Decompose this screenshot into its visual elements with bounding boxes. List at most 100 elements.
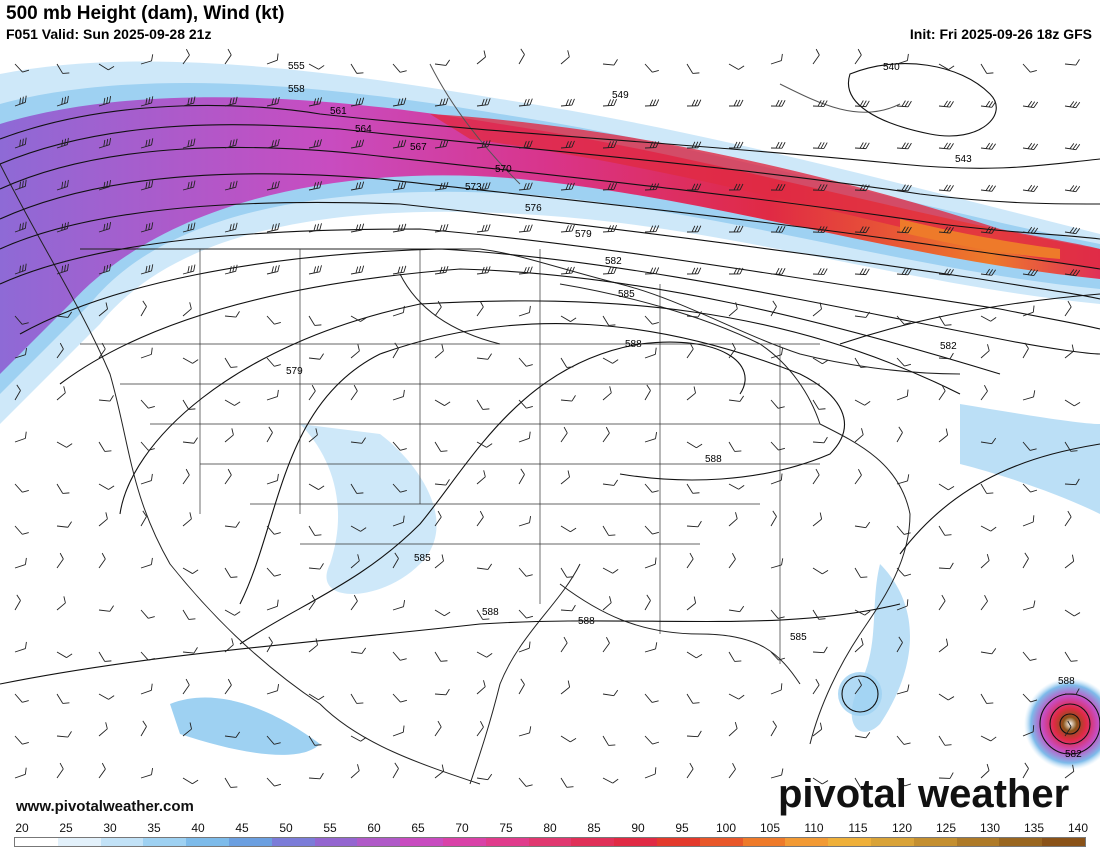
wind-barb <box>350 554 360 569</box>
wind-barb <box>350 97 365 107</box>
colorbar-tick-label: 75 <box>499 821 513 835</box>
wind-barb <box>350 315 367 322</box>
wind-barb <box>602 315 616 326</box>
wind-barb <box>602 596 612 611</box>
wind-barb <box>602 567 619 574</box>
wind-barb <box>350 594 358 611</box>
wind-barb <box>98 395 114 402</box>
wind-barb <box>1064 554 1075 569</box>
wind-barb <box>140 399 155 409</box>
wind-barb <box>14 315 29 325</box>
wind-barb <box>938 772 954 779</box>
wind-barb <box>224 567 238 578</box>
wind-barb <box>518 516 532 527</box>
wind-barb <box>728 225 744 233</box>
wind-barb <box>896 599 909 611</box>
colorbar-labels: 20 25 30 35 40 45 50 55 60 65 70 75 80 85 90 95 100 105 11… <box>0 820 1100 836</box>
wind-barb <box>266 735 281 745</box>
wind-barb <box>896 315 911 325</box>
wind-barb <box>392 725 405 737</box>
wind-barb <box>896 226 912 234</box>
colorbar-swatch <box>571 838 615 846</box>
wind-barb <box>98 302 108 317</box>
wind-barb <box>392 305 405 317</box>
contour-label: 561 <box>330 106 347 117</box>
wind-barb <box>182 138 196 149</box>
wind-barb <box>14 63 30 73</box>
wind-barb <box>602 140 618 149</box>
wind-barb <box>980 594 988 611</box>
wind-barb <box>560 266 575 275</box>
wind-barb <box>266 473 279 485</box>
wind-barb <box>770 473 783 485</box>
wind-barb <box>224 777 238 788</box>
wind-barb <box>854 732 871 739</box>
wind-barb <box>812 100 828 107</box>
wind-barb <box>686 552 694 569</box>
colorbar-swatch <box>100 838 144 846</box>
wind-barb <box>14 767 27 779</box>
wind-barb <box>266 525 281 535</box>
colorbar-swatch <box>956 838 1000 846</box>
wind-barb <box>980 525 997 532</box>
wind-barb <box>518 567 533 577</box>
colorbar-tick-label: 65 <box>411 821 425 835</box>
wind-barb <box>980 384 988 401</box>
wind-barb <box>728 512 738 527</box>
wind-barb <box>476 441 493 448</box>
website-link[interactable]: www.pivotalweather.com <box>16 798 194 815</box>
wind-barb <box>518 182 533 191</box>
wind-barb <box>770 609 785 619</box>
wind-barb <box>140 651 155 661</box>
wind-barb <box>1022 725 1035 737</box>
wind-barb <box>770 558 784 569</box>
geographic-boundaries <box>0 63 961 785</box>
wind-barb <box>686 99 702 107</box>
wind-barb <box>56 263 69 275</box>
wind-barb <box>56 311 73 318</box>
wind-barb <box>350 437 366 444</box>
colorbar-tick-label: 90 <box>631 821 645 835</box>
wind-barb <box>770 683 783 695</box>
wind-barb <box>1064 101 1081 109</box>
wind-barb <box>686 651 703 659</box>
wind-barb <box>476 510 484 527</box>
wind-barb <box>812 226 828 233</box>
contour-label: 576 <box>525 203 542 214</box>
wind-barb <box>980 315 997 322</box>
contour-label: 585 <box>790 632 807 643</box>
wind-barb <box>476 182 491 191</box>
wind-barb <box>812 777 829 785</box>
wind-barb <box>728 651 742 662</box>
wind-barb <box>728 722 738 737</box>
wind-barb <box>896 268 912 276</box>
wind-barb <box>434 441 448 452</box>
wind-barb <box>56 179 69 191</box>
wind-barb <box>56 552 64 569</box>
wind-barb <box>770 348 784 359</box>
wind-barb <box>476 399 490 410</box>
contour-label: 588 <box>578 616 595 627</box>
wind-barb <box>812 399 826 410</box>
wind-barb <box>56 386 66 401</box>
wind-barb <box>1064 269 1081 277</box>
wind-barb <box>98 762 106 779</box>
wind-barb <box>728 267 744 275</box>
wind-barb <box>644 99 660 107</box>
wind-barb <box>644 735 660 745</box>
wind-barb <box>518 266 533 275</box>
wind-barb <box>476 300 484 317</box>
wind-barb <box>518 399 533 409</box>
wind-barb <box>1064 510 1072 527</box>
wind-barb <box>602 525 616 536</box>
wind-barb <box>602 386 612 401</box>
wind-barb <box>812 609 826 620</box>
contour-label: 555 <box>288 61 305 72</box>
colorbar-tick-label: 20 <box>15 821 29 835</box>
wind-barb <box>644 315 659 325</box>
colorbar-tick-label: 45 <box>235 821 249 835</box>
colorbar: 20 25 30 35 40 45 50 55 60 65 70 75 80 85 90 95 100 105 11… <box>0 820 1100 850</box>
wind-barb <box>686 441 703 449</box>
colorbar-tick-label: 140 <box>1067 821 1089 835</box>
wind-barb <box>476 98 491 107</box>
